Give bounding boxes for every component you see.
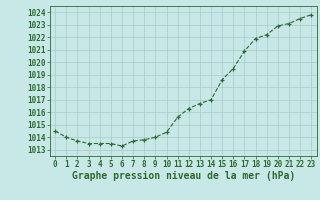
X-axis label: Graphe pression niveau de la mer (hPa): Graphe pression niveau de la mer (hPa) (72, 171, 295, 181)
